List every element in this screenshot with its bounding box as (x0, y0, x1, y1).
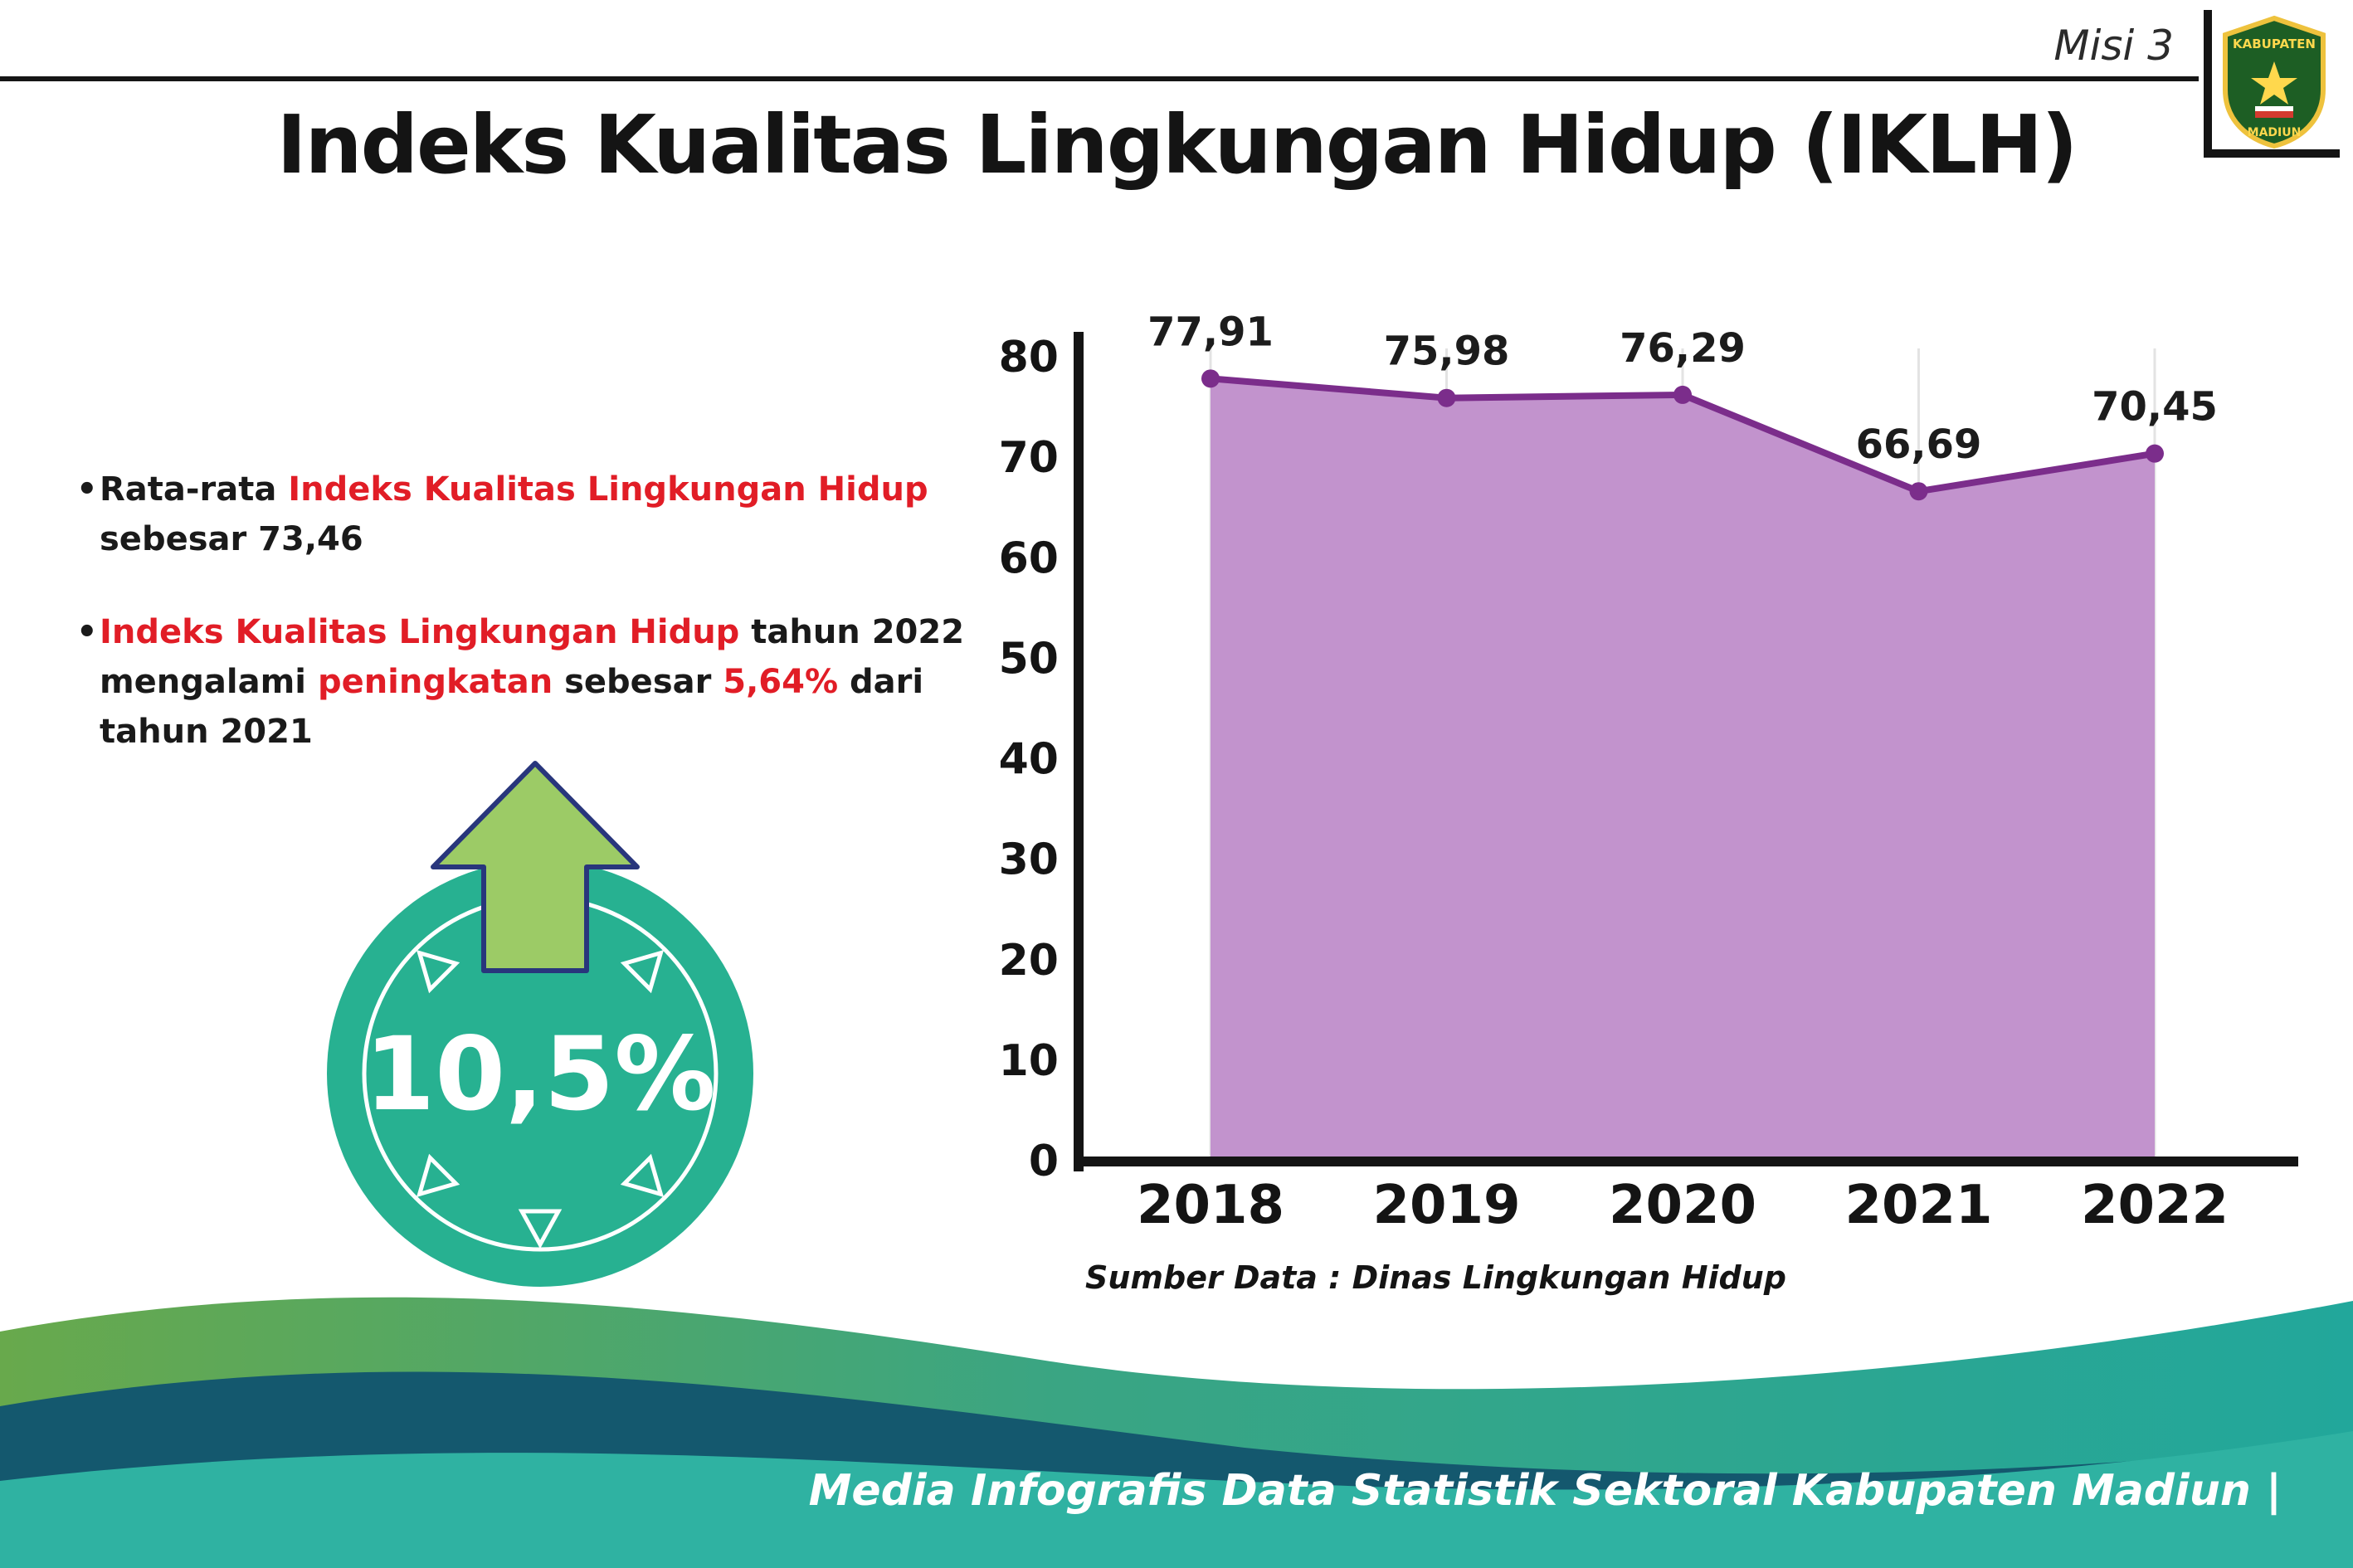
text-segment-highlight: 5,64% (723, 663, 839, 701)
badge-value: 10,5% (364, 1015, 715, 1133)
x-tick-label: 2022 (2081, 1175, 2229, 1236)
increase-badge: 10,5% (307, 751, 773, 1298)
y-tick-label: 50 (999, 634, 1059, 684)
data-point (1909, 482, 1928, 501)
bullet-average-text: Rata-rata Indeks Kualitas Lingkungan Hid… (100, 465, 1010, 564)
misi-label: Misi 3 (2053, 22, 2174, 70)
crest-text-top: KABUPATEN (2233, 37, 2316, 51)
bullet-average-iklh: • Rata-rata Indeks Kualitas Lingkungan H… (76, 465, 1010, 564)
bullet-increase-text: Indeks Kualitas Lingkungan Hidup tahun 2… (100, 607, 1010, 757)
text-segment: Rata-rata (100, 470, 289, 509)
y-tick-label: 0 (1029, 1137, 1059, 1186)
page-title: Indeks Kualitas Lingkungan Hidup (IKLH) (276, 98, 2078, 192)
x-tick-label: 2019 (1372, 1175, 1520, 1236)
footer-wave-art (0, 1297, 2353, 1568)
chart-area: 77,91 75,98 76,29 66,69 70,45 0 10 20 30 40 50 60 70… (954, 299, 2348, 1244)
text-segment: dari tahun 2021 (100, 663, 924, 751)
bullet-increase-2022: • Indeks Kualitas Lingkungan Hidup tahun… (76, 607, 1010, 757)
crest-text-bottom: MADIUN (2248, 126, 2302, 139)
footer-credit-text: Media Infografis Data Statistik Sektoral… (808, 1466, 2282, 1516)
summary-bullets: • Rata-rata Indeks Kualitas Lingkungan H… (76, 465, 1010, 800)
data-point (1673, 385, 1692, 404)
header-rule (0, 76, 2199, 81)
text-segment: sebesar (553, 663, 723, 701)
value-label: 75,98 (1384, 329, 1510, 375)
y-tick-label: 80 (999, 333, 1059, 382)
kabupaten-madiun-logo: KABUPATEN MADIUN (2204, 10, 2340, 158)
value-label: 66,69 (1856, 421, 1982, 468)
data-point (1437, 388, 1456, 407)
badge-circle (327, 860, 753, 1287)
x-tick-label: 2021 (1844, 1175, 1992, 1236)
y-axis (1074, 332, 1084, 1171)
footer-credit: Media Infografis Data Statistik Sektoral… (809, 1445, 2282, 1536)
data-source-label: Sumber Data : Dinas Lingkungan Hidup (1085, 1259, 1786, 1296)
bullet-marker: • (76, 470, 98, 509)
value-label: 76,29 (1620, 325, 1746, 372)
y-tick-label: 30 (999, 835, 1059, 885)
data-point (2146, 444, 2164, 463)
text-segment-highlight: Indeks Kualitas Lingkungan Hidup (288, 470, 928, 509)
y-tick-label: 10 (999, 1036, 1059, 1086)
bullet-marker: • (76, 613, 98, 651)
y-tick-label: 60 (999, 533, 1059, 583)
area-fill (1211, 378, 2155, 1158)
y-tick-label: 70 (999, 433, 1059, 483)
data-point (1201, 369, 1220, 388)
text-segment-highlight: Indeks Kualitas Lingkungan Hidup (100, 613, 740, 651)
value-label: 70,45 (2092, 384, 2218, 431)
badge-ring-ticks (416, 949, 665, 1249)
iklh-area-chart: 77,91 75,98 76,29 66,69 70,45 0 10 20 30 40 50 60 70… (999, 309, 2298, 1236)
y-tick-label: 20 (999, 936, 1059, 986)
wave-teal (0, 1431, 2353, 1568)
up-arrow-icon (431, 761, 640, 973)
crest-star (2251, 61, 2297, 105)
y-tick-label: 40 (999, 735, 1059, 785)
x-axis (1074, 1157, 2298, 1166)
text-segment: sebesar 73,46 (100, 520, 363, 558)
x-tick-label: 2020 (1609, 1175, 1756, 1236)
crest-icon: KABUPATEN MADIUN (2223, 15, 2326, 149)
text-segment-highlight: peningkatan (317, 663, 553, 701)
text-segment: tahun 2022 mengalami (100, 613, 965, 701)
x-tick-label: 2018 (1137, 1175, 1284, 1236)
value-label: 77,91 (1147, 309, 1274, 355)
